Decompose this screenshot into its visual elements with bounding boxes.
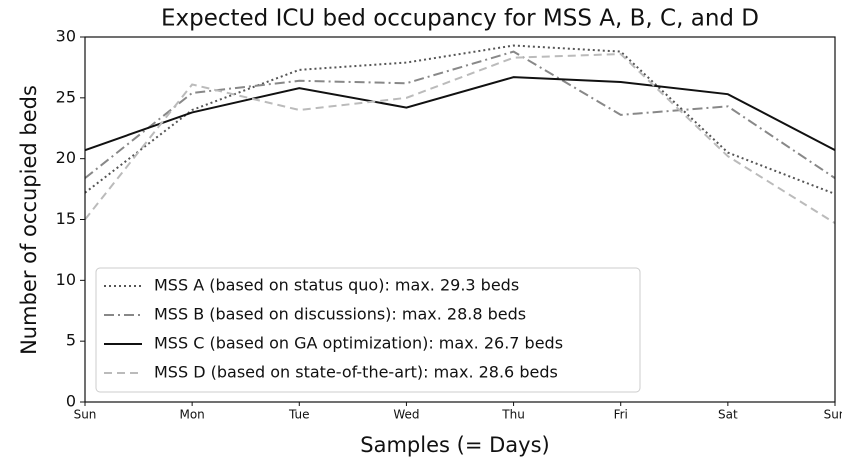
x-tick-label: Thu [501,408,525,422]
x-tick-label: Sun [74,408,97,422]
legend-box [95,267,641,393]
x-tick-label: Tue [288,408,310,422]
y-tick-label: 25 [56,87,76,106]
legend-label: MSS B (based on discussions): max. 28.8 … [154,305,526,324]
chart-title: Expected ICU bed occupancy for MSS A, B,… [161,6,759,32]
x-tick-label: Sat [718,408,738,422]
series-line [84,53,836,224]
legend-label: MSS D (based on state-of-the-art): max. … [154,363,558,382]
y-tick-label: 15 [56,209,76,228]
y-tick-label: 0 [66,392,76,411]
x-tick-label: Mon [179,408,204,422]
x-tick-label: Fri [614,408,628,422]
x-tick-label: Sun [824,408,842,422]
y-tick-label: 5 [66,331,76,350]
legend-label: MSS C (based on GA optimization): max. 2… [154,334,563,353]
y-tick-label: 10 [56,270,76,289]
y-axis-label: Number of occupied beds [17,85,41,355]
y-tick-label: 20 [56,148,76,167]
x-tick-label: Wed [393,408,419,422]
legend-label: MSS A (based on status quo): max. 29.3 b… [154,276,519,295]
y-tick-label: 30 [56,27,76,46]
x-axis-label: Samples (= Days) [360,433,549,457]
series-line [84,44,836,195]
plot-area [84,44,836,224]
series-line [84,50,836,179]
series-line [84,76,836,152]
